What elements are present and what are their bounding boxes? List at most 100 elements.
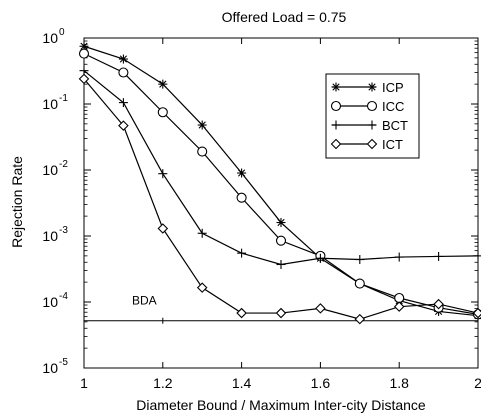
- data-point-bct: [315, 253, 325, 263]
- marker-diamond: [157, 223, 169, 234]
- y-tick-label: 10: [42, 228, 58, 244]
- data-point-bct: [276, 259, 286, 269]
- plot-area: 1 1.2 1.4 1.6 1.8 210-510-410-310-210-110 0BDA…: [42, 27, 481, 391]
- y-tick-exponent: -4: [59, 291, 68, 302]
- marker-diamond: [275, 307, 287, 319]
- marker-diamond: [366, 138, 378, 150]
- marker-stroke: [332, 83, 340, 91]
- y-tick-exponent: -3: [59, 225, 68, 236]
- bda-label: BDA: [132, 294, 157, 308]
- marker-stroke: [368, 83, 376, 91]
- legend-marker: [366, 100, 378, 112]
- marker-circle: [118, 67, 129, 78]
- marker-circle: [275, 235, 287, 246]
- data-point-ict: [393, 301, 405, 312]
- data-point-ict: [196, 282, 208, 293]
- data-point-icp: [276, 218, 286, 228]
- legend-marker: [367, 82, 377, 92]
- legend-label: ICT: [382, 137, 403, 152]
- x-tick-label: 1.6: [311, 375, 331, 391]
- marker-circle: [354, 278, 365, 289]
- legend-label: ICP: [382, 80, 404, 95]
- marker-stroke: [237, 169, 246, 177]
- marker-diamond: [330, 138, 342, 150]
- data-point-ict: [157, 223, 169, 234]
- marker-diamond: [315, 303, 326, 314]
- x-tick-label: 2: [474, 375, 481, 391]
- legend-marker: [331, 120, 341, 130]
- data-point-bct: [197, 228, 207, 238]
- legend-item-icc: ICC: [330, 99, 404, 114]
- data-point-icc: [78, 48, 90, 59]
- marker-diamond: [472, 307, 481, 319]
- data-point-bct: [394, 252, 404, 262]
- marker-diamond: [196, 282, 208, 293]
- marker-circle: [197, 146, 208, 157]
- legend-item-ict: ICT: [330, 137, 403, 152]
- y-tick-exponent: 0: [59, 27, 65, 38]
- legend-marker: [366, 138, 378, 150]
- x-tick-label: 1.2: [153, 375, 173, 391]
- marker-diamond: [236, 307, 247, 319]
- chart-title: Offered Load = 0.75: [222, 9, 347, 25]
- legend-marker: [330, 100, 342, 112]
- plot-frame: [83, 37, 479, 369]
- data-point-icp: [118, 54, 128, 64]
- marker-stroke: [198, 121, 206, 129]
- x-tick-label: 1.8: [389, 375, 409, 391]
- data-point-icc: [394, 292, 405, 304]
- y-tick-exponent: -1: [59, 93, 68, 104]
- x-tick-label: 1.4: [232, 375, 252, 391]
- y-tick-exponent: -2: [59, 159, 68, 170]
- data-point-icc: [275, 235, 287, 246]
- marker-circle: [78, 48, 90, 59]
- data-point-icc: [236, 192, 247, 203]
- data-point-ict: [315, 303, 326, 314]
- marker-circle: [236, 192, 247, 203]
- y-axis-label: Rejection Rate: [9, 156, 25, 248]
- marker-stroke: [277, 218, 285, 227]
- data-point-bct: [473, 251, 481, 261]
- data-point-ict: [354, 313, 366, 325]
- data-point-ict: [472, 307, 481, 319]
- marker-diamond: [78, 73, 90, 85]
- y-tick-label: 10: [42, 162, 58, 178]
- marker-stroke: [159, 80, 167, 88]
- legend-marker: [330, 138, 342, 150]
- marker-diamond: [433, 298, 444, 310]
- y-tick-exponent: -5: [59, 357, 68, 368]
- legend: ICP ICC BCT ICT: [325, 73, 420, 159]
- data-point-icp: [79, 41, 89, 51]
- data-point-icp: [158, 79, 168, 89]
- marker-circle: [366, 100, 378, 112]
- data-point-icp: [197, 120, 207, 130]
- legend-item-icp: ICP: [331, 80, 404, 95]
- marker-stroke: [119, 55, 128, 63]
- y-tick-label: 10: [42, 294, 58, 310]
- y-tick-label: 10: [42, 96, 58, 112]
- data-point-ict: [118, 120, 129, 131]
- x-tick-label: 1: [80, 375, 88, 391]
- x-axis-label: Diameter Bound / Maximum Inter-city Dist…: [136, 397, 426, 413]
- marker-circle: [330, 100, 342, 112]
- data-point-bct: [355, 255, 365, 265]
- data-point-ict: [236, 307, 247, 319]
- data-point-ict: [275, 307, 287, 319]
- y-tick-label: 10: [42, 360, 58, 376]
- y-tick-label: 10: [42, 30, 58, 46]
- legend-label: BCT: [382, 118, 408, 133]
- data-point-icp: [237, 168, 247, 178]
- legend-marker: [331, 82, 341, 92]
- data-point-icc: [157, 107, 168, 118]
- marker-circle: [394, 292, 405, 304]
- data-point-icc: [118, 67, 129, 78]
- data-point-bct: [118, 98, 128, 108]
- legend-item-bct: BCT: [331, 118, 408, 133]
- data-point-bct: [434, 251, 444, 261]
- marker-diamond: [354, 313, 366, 325]
- data-point-icc: [354, 278, 365, 289]
- legend-marker: [367, 120, 377, 130]
- data-point-ict: [78, 73, 90, 85]
- marker-diamond: [118, 120, 129, 131]
